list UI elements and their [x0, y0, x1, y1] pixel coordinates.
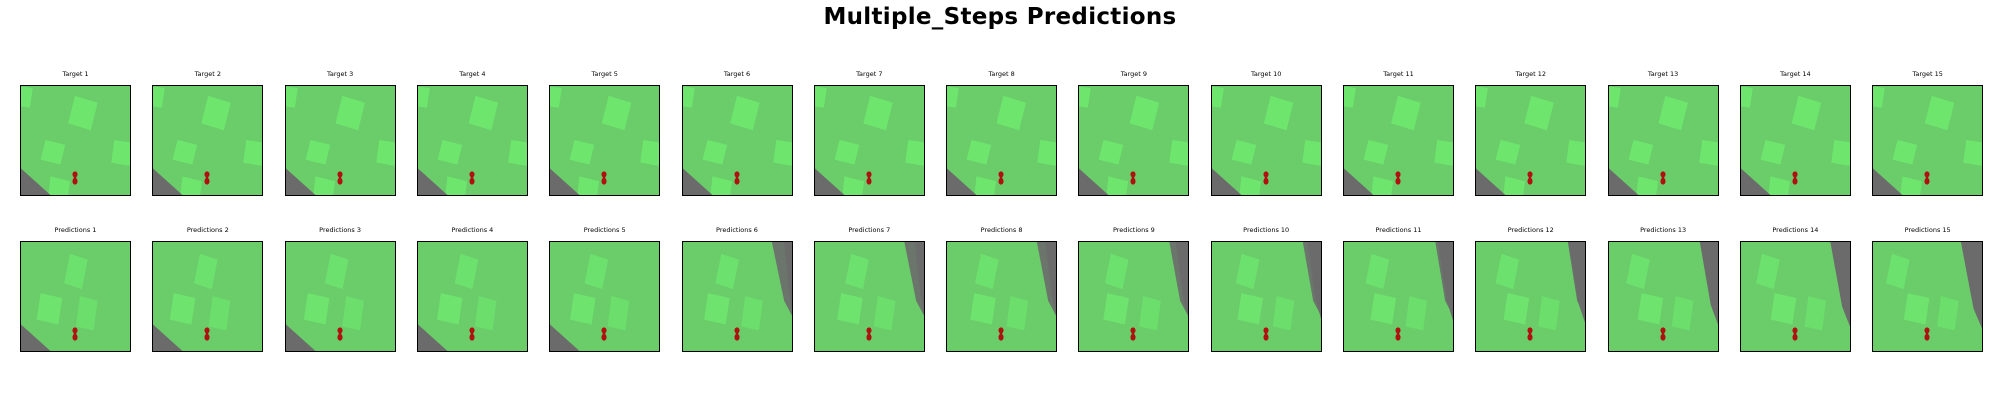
target-label: Target 15: [1912, 70, 1943, 78]
prediction-label: Predictions 11: [1375, 226, 1422, 234]
prediction-image: [416, 241, 528, 352]
prediction-image: [1739, 241, 1851, 352]
target-label: Target 8: [988, 70, 1015, 78]
target-image: [1475, 85, 1587, 196]
prediction-label: Predictions 7: [848, 226, 891, 234]
target-image: [1343, 85, 1454, 196]
prediction-image: [1872, 241, 1984, 352]
target-label: Target 6: [723, 70, 751, 78]
target-image: [946, 85, 1058, 196]
target-label: Target 3: [326, 70, 354, 78]
prediction-label: Predictions 10: [1243, 226, 1290, 234]
target-image: [1607, 85, 1719, 196]
prediction-image: [284, 241, 396, 352]
prediction-image: [152, 241, 264, 352]
prediction-label: Predictions 4: [451, 226, 494, 234]
target-label: Target 5: [591, 70, 618, 78]
prediction-label: Predictions 14: [1772, 226, 1819, 234]
prediction-image: [20, 241, 131, 352]
target-label: Target 9: [1120, 70, 1148, 78]
prediction-image: [1343, 241, 1454, 352]
target-label: Target 14: [1780, 70, 1811, 78]
target-image: [1078, 85, 1190, 196]
prediction-label: Predictions 3: [319, 226, 362, 234]
prediction-label: Predictions 12: [1507, 226, 1554, 234]
prediction-label: Predictions 8: [980, 226, 1023, 234]
target-label: Target 10: [1250, 70, 1282, 78]
target-image: [549, 85, 661, 196]
figure-title: Multiple_Steps Predictions: [823, 4, 1177, 30]
prediction-image: [549, 241, 661, 352]
target-image: [284, 85, 396, 196]
prediction-label: Predictions 9: [1112, 226, 1155, 234]
prediction-image: [1210, 241, 1322, 352]
target-label: Target 12: [1515, 70, 1547, 78]
target-image: [416, 85, 528, 196]
prediction-image: [1607, 241, 1719, 352]
target-image: [1739, 85, 1851, 196]
prediction-label: Predictions 2: [186, 226, 229, 234]
target-image: [813, 85, 925, 196]
target-label: Target 1: [62, 70, 89, 78]
prediction-label: Predictions 5: [583, 226, 626, 234]
target-label: Target 7: [856, 70, 883, 78]
target-label: Target 13: [1647, 70, 1679, 78]
target-label: Target 4: [459, 70, 486, 78]
prediction-image: [1475, 241, 1587, 352]
target-image: [1210, 85, 1322, 196]
target-image: [152, 85, 264, 196]
target-image: [20, 85, 131, 196]
target-label: Target 11: [1383, 70, 1414, 78]
prediction-image: [1078, 241, 1190, 352]
prediction-label: Predictions 13: [1640, 226, 1687, 234]
prediction-label: Predictions 15: [1904, 226, 1951, 234]
target-image: [681, 85, 793, 196]
target-image: [1872, 85, 1984, 196]
prediction-label: Predictions 6: [716, 226, 758, 234]
prediction-label: Predictions 1: [54, 226, 97, 234]
prediction-image: [813, 241, 925, 352]
prediction-image: [681, 241, 793, 352]
target-label: Target 2: [194, 70, 221, 78]
prediction-image: [946, 241, 1058, 352]
